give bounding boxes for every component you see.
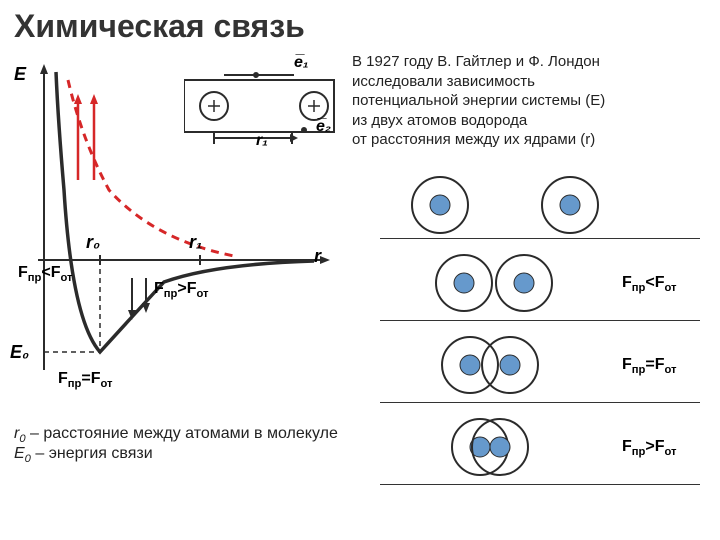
atom-pair-3 xyxy=(410,330,610,400)
atom-pair-2 xyxy=(410,248,610,318)
core-3a xyxy=(460,355,480,375)
tick-r0: r₀ xyxy=(86,232,100,253)
inset-diagram: e̅₁ e̅₂ r₁ xyxy=(184,60,344,150)
red-arrow-1-head xyxy=(74,94,82,104)
core-2b xyxy=(514,273,534,293)
f-eq-chart: Fпр=Fот xyxy=(58,370,113,390)
down-arrow-2-head xyxy=(142,303,150,313)
caption-l2: E0 – энергия связи xyxy=(14,445,338,465)
inset-svg xyxy=(184,60,354,155)
axis-E: E xyxy=(14,64,26,85)
hr-2 xyxy=(380,320,700,321)
intro-l2: исследовали зависимость xyxy=(352,72,605,92)
e2-label: e̅₂ xyxy=(316,118,331,136)
f-lt-right: Fпр<Fот xyxy=(622,274,677,294)
f-eq-right: Fпр=Fот xyxy=(622,356,677,376)
intro-l1: В 1927 году В. Гайтлер и Ф. Лондон xyxy=(352,52,605,72)
atom-pair-4 xyxy=(410,412,610,482)
red-arrow-2-head xyxy=(90,94,98,104)
intro-l3: потенциальной энергии системы (E) xyxy=(352,91,605,111)
hr-1 xyxy=(380,238,700,239)
core-3b xyxy=(500,355,520,375)
core-1b xyxy=(560,195,580,215)
core-1a xyxy=(430,195,450,215)
caption-l1: r0 – расстояние между атомами в молекуле xyxy=(14,425,338,445)
core-2a xyxy=(454,273,474,293)
page-title: Химическая связь xyxy=(14,8,305,45)
hr-4 xyxy=(380,484,700,485)
f-gt-chart: Fпр>Fот xyxy=(154,280,209,300)
core-4b xyxy=(490,437,510,457)
hr-3 xyxy=(380,402,700,403)
axis-r: r xyxy=(314,246,321,267)
r1-arrow xyxy=(290,134,298,142)
x-axis-arrow xyxy=(320,256,330,264)
tick-E0: E₀ xyxy=(10,342,29,363)
f-gt-right: Fпр>Fот xyxy=(622,438,677,458)
intro-text: В 1927 году В. Гайтлер и Ф. Лондон иссле… xyxy=(352,52,605,150)
e1-dot xyxy=(253,72,259,78)
potential-energy-chart: E r r₀ r₁ E₀ xyxy=(14,60,344,390)
e2-dot xyxy=(301,127,307,133)
intro-l4: из двух атомов водорода xyxy=(352,111,605,131)
caption: r0 – расстояние между атомами в молекуле… xyxy=(14,425,338,465)
r1-label: r₁ xyxy=(256,132,268,150)
y-axis-arrow xyxy=(40,64,48,74)
e1-label: e̅₁ xyxy=(294,54,309,72)
atom-pair-1 xyxy=(390,170,650,240)
f-lt-chart: Fпр<Fот xyxy=(18,264,73,284)
intro-l5: от расстояния между их ядрами (r) xyxy=(352,130,605,150)
tick-r1: r₁ xyxy=(189,232,202,253)
